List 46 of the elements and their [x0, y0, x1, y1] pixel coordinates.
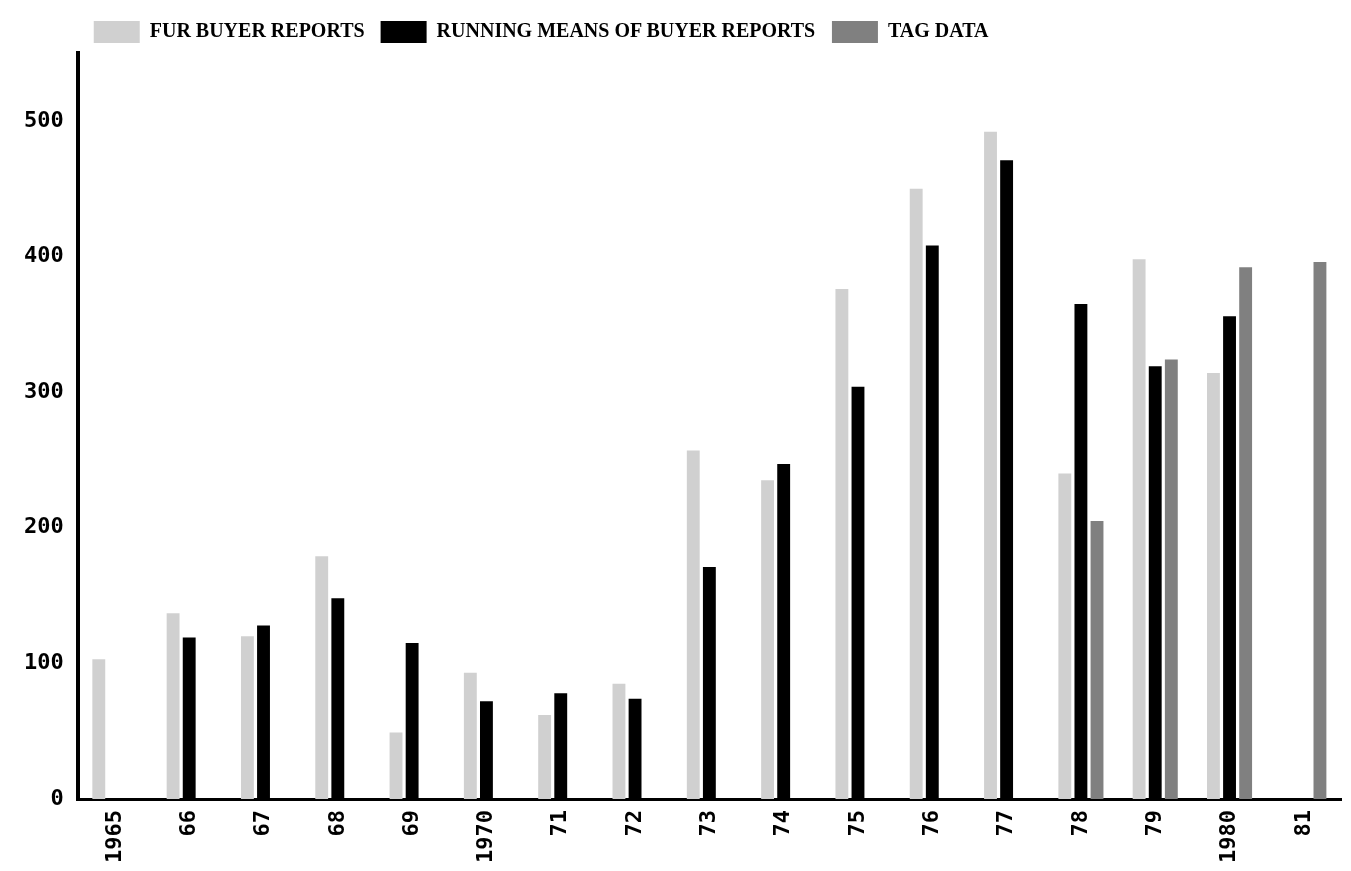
bar	[612, 683, 626, 800]
y-tick-label: 100	[23, 649, 64, 675]
x-tick-label: 1970	[472, 810, 498, 863]
x-tick-label: 67	[249, 810, 275, 837]
y-tick-label: 500	[23, 106, 64, 132]
y-tick-label: 400	[23, 242, 64, 268]
x-tick-label: 75	[843, 810, 869, 837]
x-tick-label: 74	[769, 810, 795, 837]
bar	[463, 672, 477, 800]
legend-label: FUR BUYER REPORTS	[149, 19, 365, 42]
bar	[1313, 261, 1327, 800]
bar	[315, 556, 329, 800]
bar	[389, 732, 403, 800]
bar	[984, 131, 997, 800]
legend-label: RUNNING MEANS OF BUYER REPORTS	[436, 19, 816, 42]
y-tick-label: 0	[50, 784, 64, 810]
x-tick-label: 71	[546, 810, 572, 837]
x-tick-label: 77	[992, 810, 1018, 837]
bar	[1132, 259, 1146, 800]
x-tick-label: 79	[1140, 810, 1166, 837]
x-tick-label: 81	[1289, 810, 1315, 837]
bar	[686, 450, 700, 800]
x-tick-label: 68	[323, 810, 349, 837]
x-tick-label: 1965	[100, 810, 126, 863]
x-tick-label: 73	[695, 810, 721, 837]
bar	[1058, 473, 1072, 800]
bar	[1090, 520, 1104, 800]
bar	[92, 659, 106, 800]
legend-label: TAG DATA	[887, 19, 990, 42]
x-tick-label: 69	[397, 810, 423, 837]
bar	[1239, 267, 1253, 800]
bar	[1206, 373, 1220, 800]
x-tick-label: 66	[174, 810, 200, 837]
x-tick-label: 76	[918, 810, 944, 837]
bar	[1164, 359, 1178, 800]
x-tick-label: 72	[620, 810, 646, 837]
y-tick-label: 200	[23, 513, 64, 539]
bar	[909, 188, 923, 800]
bar	[761, 480, 775, 800]
y-tick-label: 300	[23, 377, 64, 403]
bar	[835, 289, 849, 800]
bar	[166, 613, 180, 800]
x-tick-label: 1980	[1215, 810, 1241, 863]
x-tick-label: 78	[1066, 810, 1092, 837]
bar	[240, 636, 254, 800]
bar	[538, 714, 552, 800]
